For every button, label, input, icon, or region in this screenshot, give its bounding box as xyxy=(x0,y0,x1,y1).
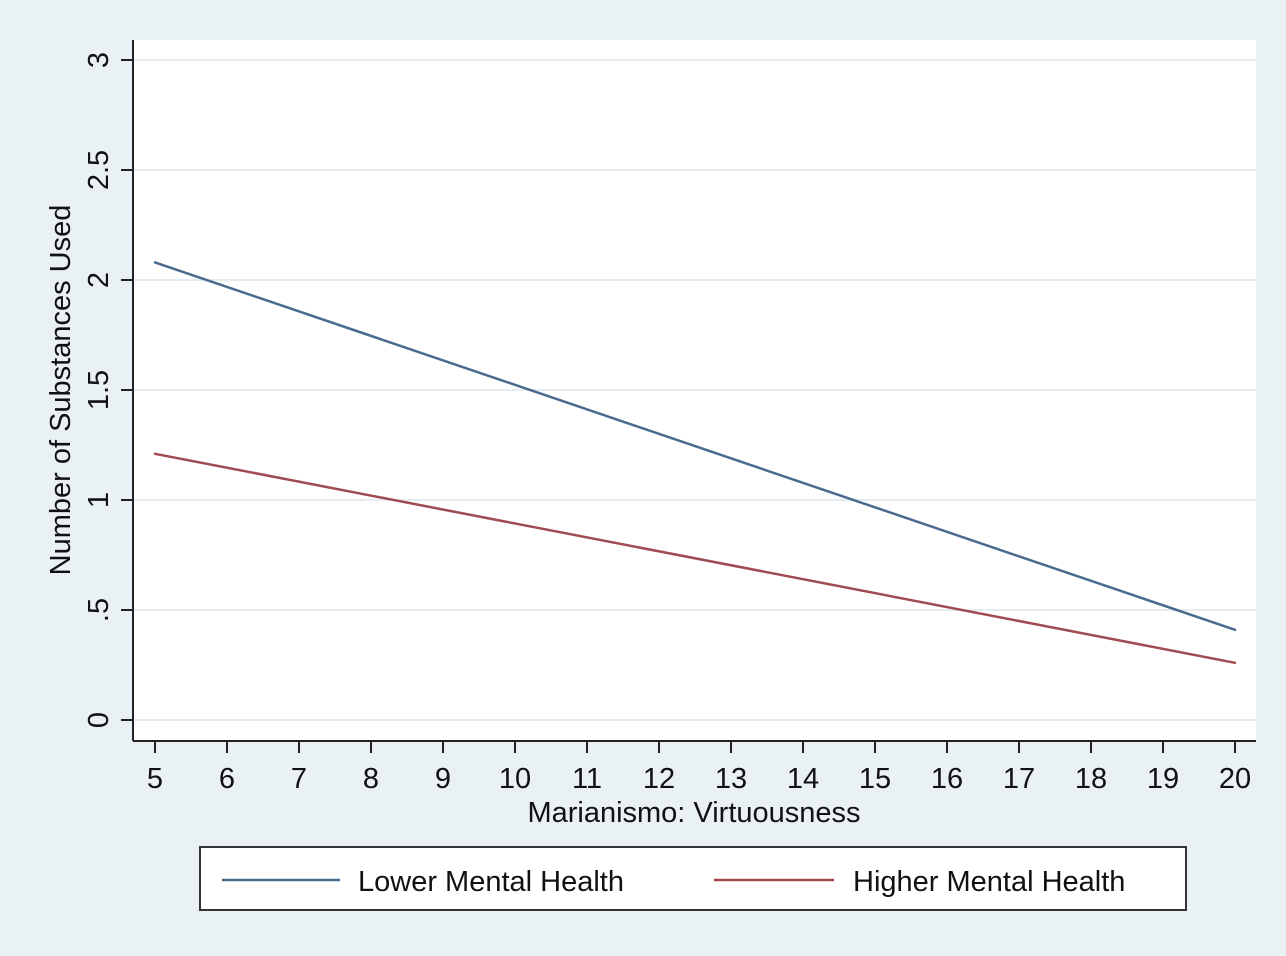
x-tick-label: 14 xyxy=(787,763,819,795)
x-tick-label: 11 xyxy=(572,763,602,795)
x-tick-label: 19 xyxy=(1147,763,1179,795)
legend-label-2: Higher Mental Health xyxy=(853,866,1125,898)
x-tick-label: 13 xyxy=(715,763,747,795)
y-tick-label: 1 xyxy=(83,492,115,508)
y-tick-label: 1.5 xyxy=(83,370,115,410)
x-tick-label: 5 xyxy=(147,763,163,795)
x-tick-label: 17 xyxy=(1003,763,1035,795)
x-tick-label: 15 xyxy=(859,763,891,795)
series-line-2 xyxy=(153,452,1237,665)
y-tick-label: 2 xyxy=(83,272,115,288)
series-line-1 xyxy=(153,261,1237,632)
x-tick-label: 7 xyxy=(291,763,307,795)
x-axis-title: Marianismo: Virtuousness xyxy=(527,797,860,829)
x-tick-label: 6 xyxy=(219,763,235,795)
x-tick-label: 8 xyxy=(363,763,379,795)
legend-box xyxy=(199,846,1187,911)
x-tick-label: 20 xyxy=(1219,763,1251,795)
x-tick-label: 9 xyxy=(435,763,451,795)
x-tick-label: 16 xyxy=(931,763,963,795)
y-axis-title: Number of Substances Used xyxy=(45,205,77,576)
y-tick-label: 3 xyxy=(83,52,115,68)
x-tick-label: 12 xyxy=(643,763,675,795)
x-tick-label: 10 xyxy=(499,763,531,795)
y-tick-label: 2.5 xyxy=(83,150,115,190)
x-tick-label: 18 xyxy=(1075,763,1107,795)
legend-label-1: Lower Mental Health xyxy=(358,866,624,898)
y-tick-label: .5 xyxy=(83,598,115,622)
y-tick-label: 0 xyxy=(83,712,115,728)
